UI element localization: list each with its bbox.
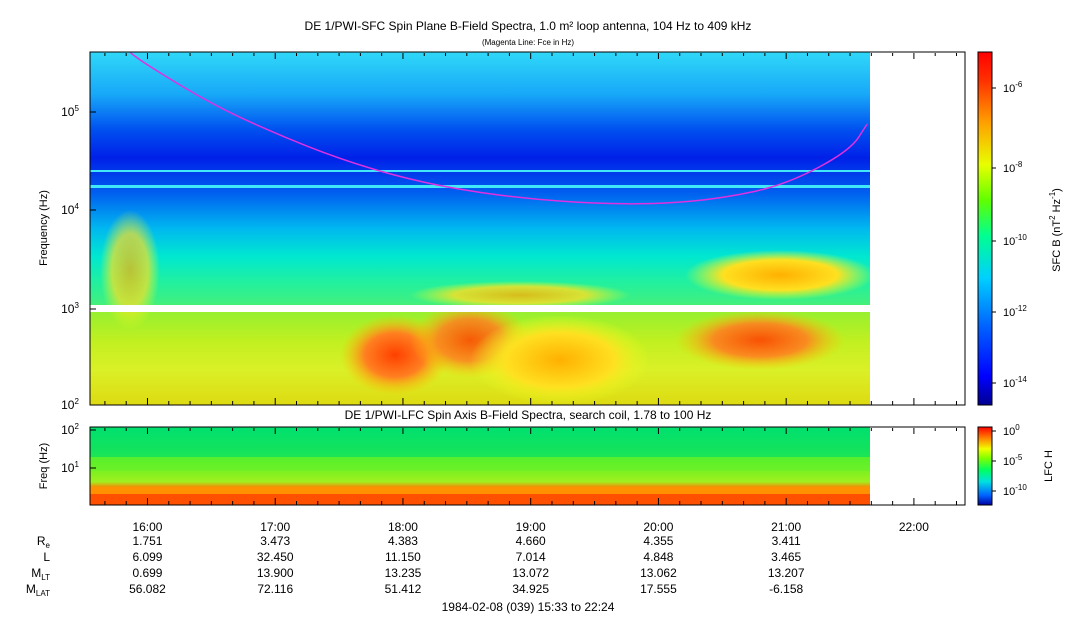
sfc-colorbar-tick: 10-12 xyxy=(992,304,1027,319)
lfc-band xyxy=(90,457,870,471)
ephemeris-value: 0.699 xyxy=(132,566,162,580)
sfc-spectrogram xyxy=(89,51,966,406)
svg-text:10-8: 10-8 xyxy=(1003,160,1023,175)
lfc-band xyxy=(90,487,870,494)
lfc-colorbar-fill xyxy=(977,426,993,506)
sfc-colorbar-tick: 10-6 xyxy=(992,80,1023,95)
ephemeris-value: 13.235 xyxy=(385,566,422,580)
sfc-narrowband-line xyxy=(90,185,870,188)
sfc-y-axis-label: Frequency (Hz) xyxy=(38,190,50,266)
sfc-narrowband-line xyxy=(90,170,870,172)
ephemeris-row-label: Re xyxy=(37,534,51,550)
ephemeris-value: 7.014 xyxy=(516,550,546,564)
lfc-y-axis: Freq (Hz) 102 101 xyxy=(38,422,96,489)
sfc-colorbar-tick: 10-10 xyxy=(992,233,1027,248)
ephemeris-value: -6.158 xyxy=(769,582,803,596)
ephemeris-value: 13.062 xyxy=(640,566,677,580)
lfc-spectrogram xyxy=(89,426,966,506)
lfc-colorbar-tick: 10-10 xyxy=(992,483,1027,498)
time-tick-label: 16:00 xyxy=(132,520,162,534)
sfc-frame xyxy=(89,51,966,406)
sfc-y-axis: Frequency (Hz) 102 103 104 105 xyxy=(38,104,96,412)
time-tick-label: 21:00 xyxy=(771,520,801,534)
ephemeris-value: 51.412 xyxy=(385,582,422,596)
ephemeris-value: 3.473 xyxy=(260,534,290,548)
time-tick-label: 20:00 xyxy=(643,520,673,534)
ephemeris-value: 3.411 xyxy=(772,534,801,548)
lfc-colorbar-label: LFC H xyxy=(1043,450,1055,482)
ephemeris-value: 34.925 xyxy=(512,582,549,596)
svg-text:102: 102 xyxy=(61,397,79,412)
ephemeris-value: 4.660 xyxy=(516,534,546,548)
ephemeris-value: 4.848 xyxy=(643,550,673,564)
lfc-colorbar-tick: 100 xyxy=(992,423,1020,438)
svg-text:10-6: 10-6 xyxy=(1003,80,1023,95)
svg-text:10-5: 10-5 xyxy=(1003,453,1023,468)
lfc-title: DE 1/PWI-LFC Spin Axis B-Field Spectra, … xyxy=(345,408,712,422)
sfc-warm-region xyxy=(410,281,630,309)
time-tick-label: 19:00 xyxy=(516,520,546,534)
time-tick-label: 18:00 xyxy=(388,520,418,534)
ephemeris-value: 13.900 xyxy=(257,566,294,580)
svg-text:10-10: 10-10 xyxy=(1003,233,1027,248)
svg-text:103: 103 xyxy=(61,301,79,316)
ephemeris-value: 1.751 xyxy=(132,534,162,548)
sfc-warm-region xyxy=(100,210,160,330)
lfc-y-axis-label: Freq (Hz) xyxy=(38,443,50,489)
svg-text:10-14: 10-14 xyxy=(1003,375,1027,390)
sfc-warm-region xyxy=(470,315,650,405)
ephemeris-row-label: MLAT xyxy=(26,582,50,598)
svg-text:10-10: 10-10 xyxy=(1003,483,1027,498)
lfc-band xyxy=(90,427,870,457)
time-axis: 16:00 17:00 18:00 19:00 20:00 21:00 22:00 xyxy=(90,53,965,534)
time-range-footer: 1984-02-08 (039) 15:33 to 22:24 xyxy=(442,600,615,614)
sfc-colorbar-tick: 10-8 xyxy=(992,160,1023,175)
lfc-colorbar-tick: 10-5 xyxy=(992,453,1023,468)
svg-text:105: 105 xyxy=(61,104,79,119)
ephemeris-value: 11.150 xyxy=(385,550,421,564)
time-tick-label: 22:00 xyxy=(899,520,929,534)
svg-text:101: 101 xyxy=(61,460,79,475)
sfc-colorbar: 10-6 10-8 10-10 10-12 10-14 SFC B (nT2 H… xyxy=(977,51,1063,406)
ephemeris-value: 17.555 xyxy=(640,582,677,596)
ephemeris-value: 32.450 xyxy=(257,550,294,564)
sfc-title: DE 1/PWI-SFC Spin Plane B-Field Spectra,… xyxy=(305,19,752,33)
svg-text:10-12: 10-12 xyxy=(1003,304,1027,319)
sfc-colorbar-label: SFC B (nT2 Hz-1) xyxy=(1048,188,1063,272)
ephemeris-value: 13.072 xyxy=(512,566,549,580)
ephemeris-row-label: MLT xyxy=(31,566,50,582)
lfc-colorbar: 100 10-5 10-10 LFC H xyxy=(977,423,1055,506)
sfc-warm-region xyxy=(685,250,870,300)
ephemeris-row-label: L xyxy=(43,550,50,564)
svg-text:100: 100 xyxy=(1003,423,1020,438)
ephemeris-value: 56.082 xyxy=(129,582,166,596)
ephemeris-value: 72.116 xyxy=(257,582,293,596)
sfc-data-gap xyxy=(90,305,870,312)
ephemeris-value: 13.207 xyxy=(768,566,805,580)
sfc-hot-region xyxy=(675,310,845,370)
sfc-colorbar-tick: 10-14 xyxy=(992,375,1027,390)
sfc-colorbar-fill xyxy=(977,51,993,406)
fce-line xyxy=(130,52,868,205)
ephemeris-value: 6.099 xyxy=(132,550,162,564)
svg-text:104: 104 xyxy=(61,202,79,217)
ephemeris-value: 4.355 xyxy=(643,534,673,548)
ephemeris-value: 3.465 xyxy=(771,550,801,564)
ephemeris-value: 4.383 xyxy=(388,534,418,548)
time-tick-label: 17:00 xyxy=(260,520,290,534)
lfc-band xyxy=(90,494,870,505)
sfc-subtitle: (Magenta Line: Fce in Hz) xyxy=(482,38,574,47)
svg-text:102: 102 xyxy=(61,422,79,437)
ephemeris-table: Re 1.751 3.473 4.383 4.660 4.355 3.411 L 6.099 32… xyxy=(26,534,805,598)
